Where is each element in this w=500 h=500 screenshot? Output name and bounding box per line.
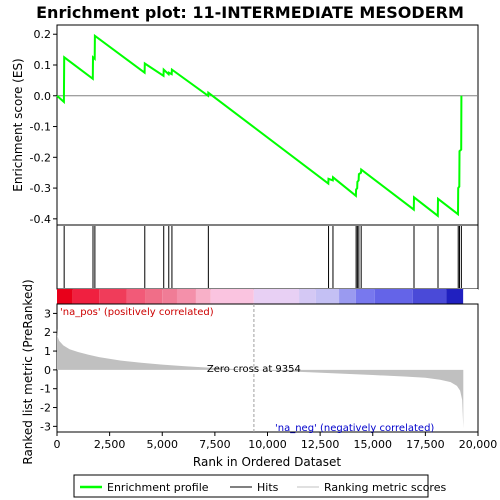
es-y-tick-label: -0.4 <box>30 213 51 226</box>
es-y-tick-label: -0.2 <box>30 151 51 164</box>
colorbar-segment <box>374 289 413 304</box>
negative-correlation-label: 'na_neg' (negatively correlated) <box>275 423 434 434</box>
x-axis: 0 2,500 5,000 7,500 10,000 12,500 15,000 17,500… <box>54 432 498 451</box>
es-y-axis: -0.4 -0.3 -0.2 -0.1 0.0 0.1 0.2 <box>30 28 57 226</box>
metric-y-axis-label: Ranked list metric (PreRanked) <box>21 279 35 464</box>
colorbar-segment <box>299 289 316 304</box>
metric-y-tick-label: 3 <box>44 307 51 320</box>
colorbar-segment <box>210 289 254 304</box>
x-tick-label: 7,500 <box>199 438 231 451</box>
zero-cross-label: Zero cross at 9354 <box>207 364 301 375</box>
es-y-tick-label: -0.3 <box>30 182 51 195</box>
legend: Enrichment profile Hits Ranking metric sco… <box>80 481 446 494</box>
colorbar-segment <box>195 289 211 304</box>
colorbar-segment <box>99 289 127 304</box>
legend-box <box>73 474 429 498</box>
colorbar-segment <box>412 289 447 304</box>
legend-label: Ranking metric scores <box>324 481 446 494</box>
es-y-tick-label: 0.2 <box>34 28 52 41</box>
colorbar-segment <box>126 289 146 304</box>
x-tick-label: 12,500 <box>301 438 340 451</box>
metric-y-tick-label: -2 <box>40 402 51 415</box>
legend-label: Enrichment profile <box>107 481 209 494</box>
colorbar-segment <box>57 289 73 304</box>
rank-colorbar <box>57 289 478 304</box>
x-tick-label: 15,000 <box>354 438 393 451</box>
metric-y-tick-label: 2 <box>44 326 51 339</box>
es-y-tick-label: 0.0 <box>34 90 52 103</box>
colorbar-segment <box>339 289 356 304</box>
metric-y-tick-label: -1 <box>40 383 51 396</box>
hits-marks <box>63 226 462 288</box>
enrichment-profile-line <box>56 33 463 218</box>
x-tick-label: 2,500 <box>94 438 126 451</box>
x-axis-label: Rank in Ordered Dataset <box>193 455 341 469</box>
colorbar-segment <box>72 289 100 304</box>
x-tick-label: 17,500 <box>406 438 445 451</box>
x-tick-label: 10,000 <box>248 438 287 451</box>
positive-correlation-label: 'na_pos' (positively correlated) <box>60 307 214 318</box>
es-y-tick-label: -0.1 <box>30 121 51 134</box>
colorbar-segment <box>355 289 375 304</box>
x-tick-label: 20,000 <box>459 438 498 451</box>
metric-y-tick-label: 0 <box>44 364 51 377</box>
x-tick-label: 0 <box>54 438 61 451</box>
hits-panel-frame <box>56 224 479 290</box>
metric-y-axis: -3 -2 -1 0 1 2 3 <box>40 307 57 433</box>
es-y-tick-label: 0.1 <box>34 59 52 72</box>
chart-title: Enrichment plot: 11-INTERMEDIATE MESODER… <box>36 3 464 22</box>
colorbar-segment <box>145 289 163 304</box>
colorbar-segment <box>446 289 464 304</box>
es-y-axis-label: Enrichment score (ES) <box>11 58 25 191</box>
x-tick-label: 5,000 <box>147 438 179 451</box>
metric-y-tick-label: 1 <box>44 345 51 358</box>
es-panel-frame <box>56 24 479 226</box>
metric-y-tick-label: -3 <box>40 420 51 433</box>
colorbar-segment <box>315 289 340 304</box>
colorbar-segment <box>176 289 196 304</box>
colorbar-empty <box>463 289 478 304</box>
colorbar-segment <box>253 289 300 304</box>
legend-label: Hits <box>257 481 279 494</box>
colorbar-segment <box>162 289 177 304</box>
